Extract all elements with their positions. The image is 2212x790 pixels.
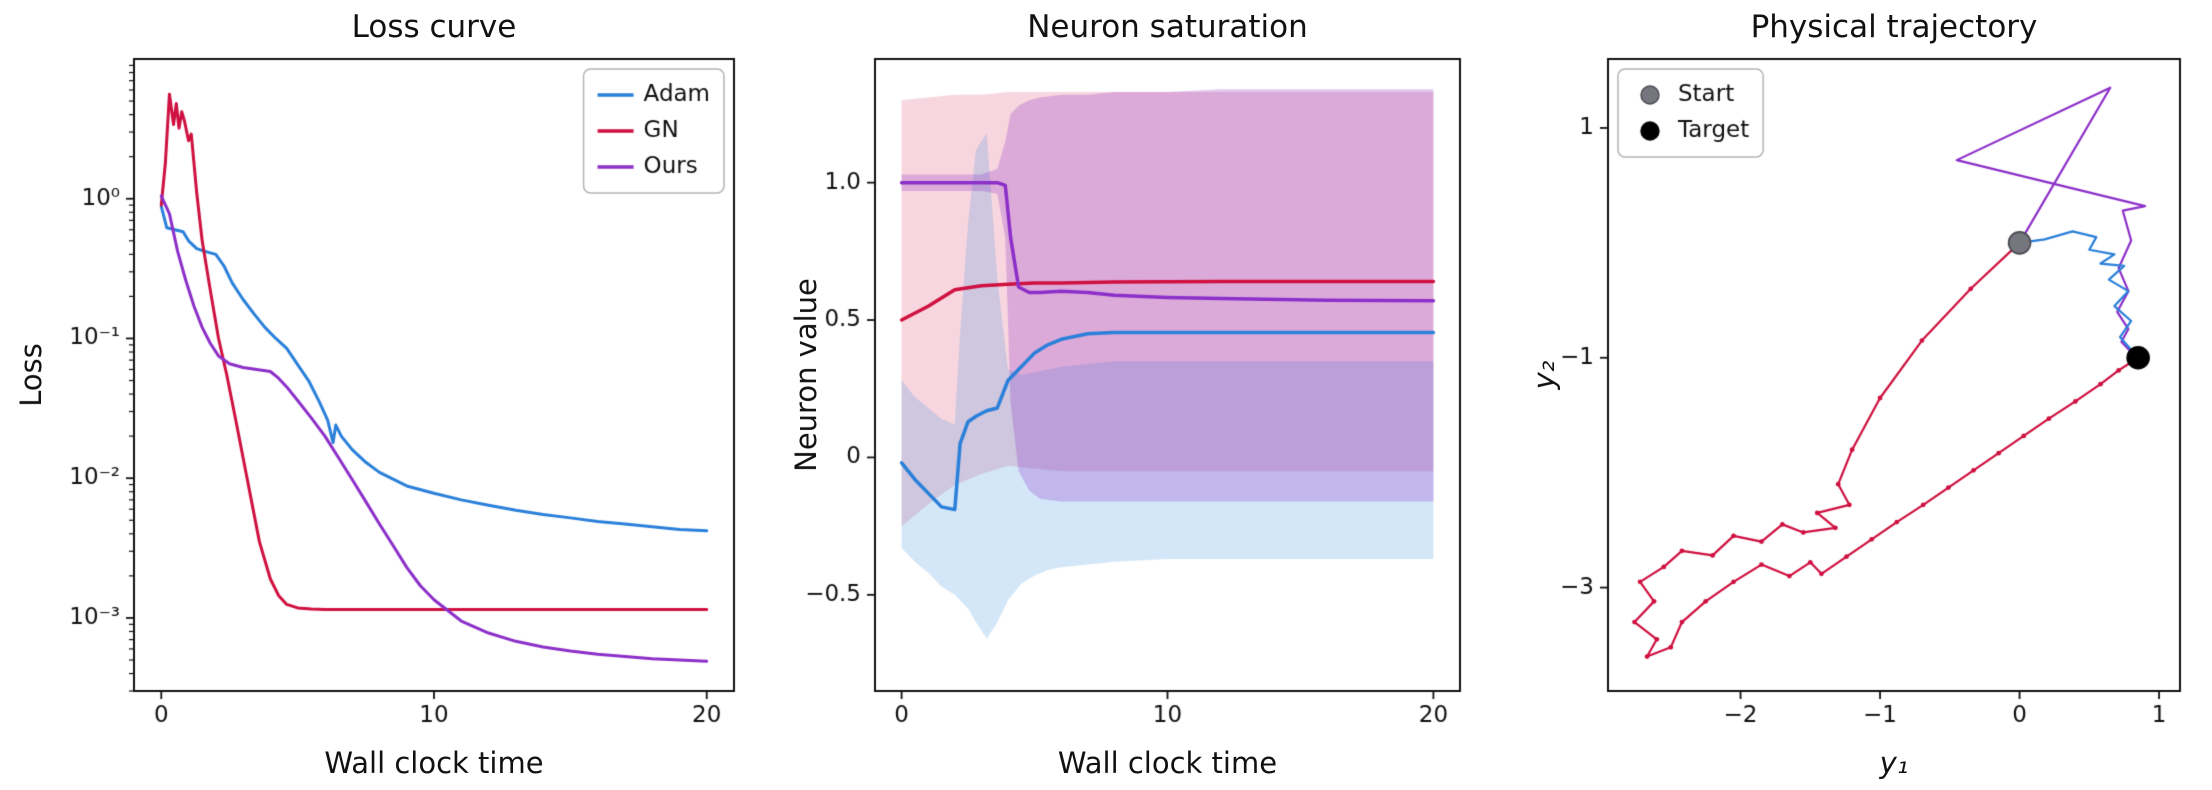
neuron-saturation-plot xyxy=(737,0,1475,790)
trajectory-xaxis-label: y₁ xyxy=(1879,746,1909,780)
loss-xaxis-label: Wall clock time xyxy=(324,746,544,780)
trajectory-yaxis-label: y₂ xyxy=(1527,360,1561,390)
loss-curve-plot xyxy=(0,0,738,790)
physical-trajectory-plot xyxy=(1474,0,2212,790)
saturation-xaxis-label: Wall clock time xyxy=(1057,746,1278,780)
physical-trajectory-title: Physical trajectory xyxy=(1750,9,2038,45)
neuron-saturation-title: Neuron saturation xyxy=(1027,9,1308,45)
loss-yaxis-label: Loss xyxy=(14,343,48,407)
loss-curve-title: Loss curve xyxy=(351,9,517,45)
saturation-yaxis-label: Neuron value xyxy=(789,278,823,472)
